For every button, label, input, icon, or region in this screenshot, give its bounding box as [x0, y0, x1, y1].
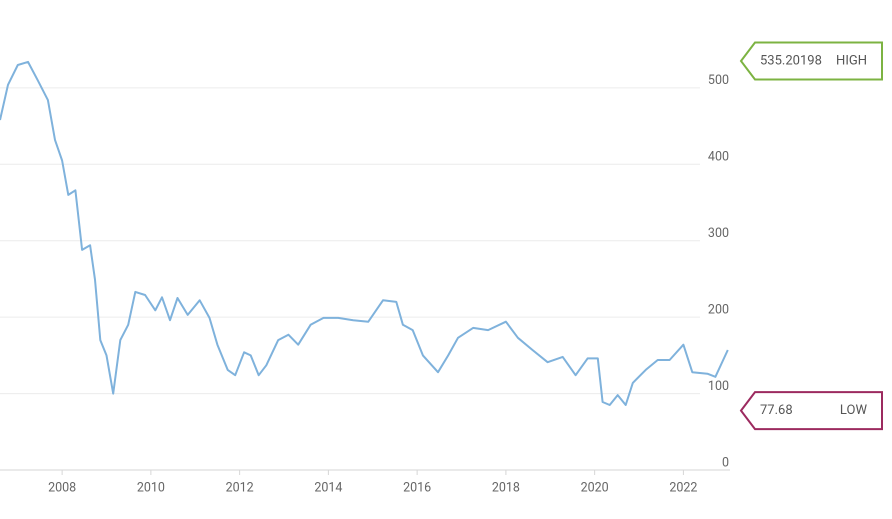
callout-box	[739, 391, 883, 431]
callout-label: LOW	[840, 403, 868, 418]
x-tick-label: 2022	[669, 480, 697, 495]
x-tick-label: 2008	[48, 480, 76, 495]
x-tick-label: 2010	[137, 480, 165, 495]
y-tick-label: 300	[708, 226, 729, 241]
x-tick-label: 2020	[581, 480, 609, 495]
callout-value: 535.20198	[760, 53, 822, 68]
y-tick-label: 500	[708, 73, 729, 88]
price-line	[0, 60, 729, 406]
high-callout: 535.20198 HIGH	[739, 41, 883, 81]
callout-box	[739, 41, 883, 81]
x-tick-label: 2016	[403, 480, 431, 495]
y-tick-label: 400	[708, 150, 729, 165]
x-tick-label: 2014	[314, 480, 342, 495]
low-callout: 77.68 LOW	[739, 391, 883, 431]
callout-value: 77.68	[760, 403, 793, 418]
y-tick-label: 0	[722, 455, 729, 470]
y-tick-label: 200	[708, 302, 729, 317]
x-tick-label: 2012	[226, 480, 254, 495]
x-tick-label: 2018	[492, 480, 520, 495]
y-tick-label: 100	[708, 379, 729, 394]
callout-label: HIGH	[836, 53, 867, 68]
